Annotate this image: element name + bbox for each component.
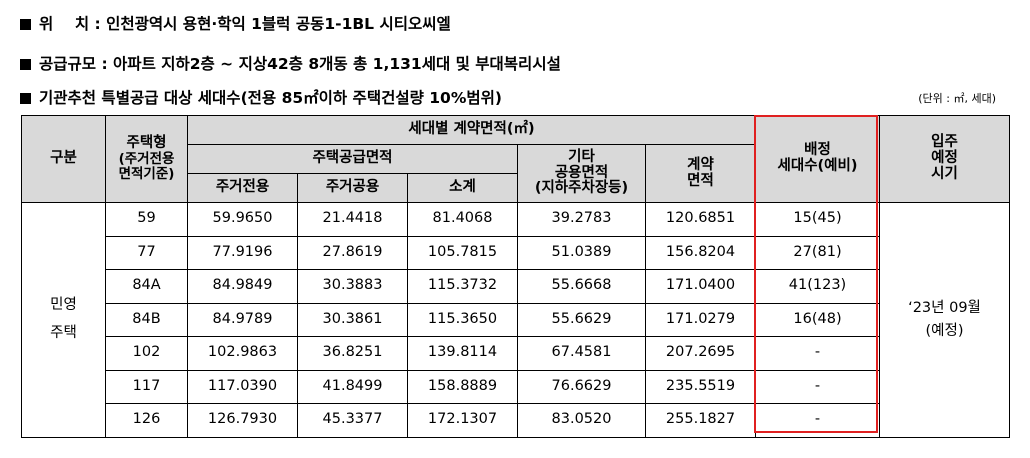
header-type-label: 주택형 [126, 135, 167, 152]
allocated-cell: 15(45) [755, 202, 880, 237]
common-cell: 21.4418 [297, 202, 408, 237]
common-cell: 30.3861 [297, 302, 408, 337]
allocated-cell: 16(48) [755, 302, 880, 337]
exclusive-cell: 117.0390 [187, 369, 298, 404]
header-category: 구분 [21, 115, 106, 203]
exclusive-cell: 126.7930 [187, 403, 298, 438]
contract-cell: 120.6851 [645, 202, 756, 237]
subtotal-cell: 158.8889 [407, 369, 518, 404]
contract-cell: 207.2695 [645, 336, 756, 371]
table-row: 84B 84.9789 30.3861 115.3650 55.6629 171… [22, 302, 1010, 337]
other-cell: 39.2783 [517, 202, 646, 237]
move-in-cell: ‘23년 09월 (예정) [879, 202, 1010, 438]
allocated-cell: 41(123) [755, 269, 880, 304]
table-row: 77 77.9196 27.8619 105.7815 51.0389 156.… [22, 235, 1010, 270]
subtotal-cell: 115.3732 [407, 269, 518, 304]
header-subtotal: 소계 [407, 173, 518, 203]
allocated-cell: 27(81) [755, 235, 880, 270]
supply-table: 구분 주택형 (주거전용 면적기준) 세대별 계약면적(㎡) 배정 세대수(예비)… [21, 115, 1010, 438]
unit-note: (단위 : ㎡, 세대) [918, 92, 996, 105]
contract-cell: 156.8204 [645, 235, 756, 270]
location-value: 인천광역시 용현·학익 1블럭 공동1-1BL 시티오씨엘 [106, 15, 451, 33]
subtotal-cell: 172.1307 [407, 403, 518, 438]
contract-cell: 255.1827 [645, 403, 756, 438]
type-cell: 126 [105, 403, 188, 438]
exclusive-cell: 59.9650 [187, 202, 298, 237]
subtotal-cell: 139.8114 [407, 336, 518, 371]
common-cell: 45.3377 [297, 403, 408, 438]
scale-value: 아파트 지하2층 ~ 지상42층 8개동 총 1,131세대 및 부대복리시설 [113, 55, 561, 73]
category-cell: 민영 주택 [21, 202, 106, 438]
other-cell: 67.4581 [517, 336, 646, 371]
other-cell: 76.6629 [517, 369, 646, 404]
header-contract-area: 세대별 계약면적(㎡) [187, 115, 756, 145]
scale-line: 공급규모 : 아파트 지하2층 ~ 지상42층 8개동 총 1,131세대 및 … [20, 52, 561, 74]
header-supply-area: 주택공급면적 [187, 144, 518, 174]
exclusive-cell: 77.9196 [187, 235, 298, 270]
square-bullet-icon [20, 59, 31, 70]
common-cell: 30.3883 [297, 269, 408, 304]
type-cell: 117 [105, 369, 188, 404]
location-label: 위 치 [39, 15, 90, 33]
header-exclusive: 주거전용 [187, 173, 298, 203]
table-row: 126 126.7930 45.3377 172.1307 83.0520 25… [22, 403, 1010, 438]
header-common: 주거공용 [297, 173, 408, 203]
scale-label: 공급규모 [39, 55, 97, 73]
contract-cell: 235.5519 [645, 369, 756, 404]
square-bullet-icon [20, 93, 31, 104]
common-cell: 27.8619 [297, 235, 408, 270]
table-row: 84A 84.9849 30.3883 115.3732 55.6668 171… [22, 269, 1010, 304]
other-cell: 55.6668 [517, 269, 646, 304]
subtotal-cell: 115.3650 [407, 302, 518, 337]
contract-cell: 171.0279 [645, 302, 756, 337]
table-row: 117 117.0390 41.8499 158.8889 76.6629 23… [22, 369, 1010, 404]
common-cell: 41.8499 [297, 369, 408, 404]
other-cell: 51.0389 [517, 235, 646, 270]
table-row: 102 102.9863 36.8251 139.8114 67.4581 20… [22, 336, 1010, 371]
other-cell: 55.6629 [517, 302, 646, 337]
exclusive-cell: 102.9863 [187, 336, 298, 371]
allocated-cell: - [755, 403, 880, 438]
location-line: 위 치 : 인천광역시 용현·학익 1블럭 공동1-1BL 시티오씨엘 [20, 12, 451, 34]
header-allocated: 배정 세대수(예비) [755, 115, 880, 203]
type-cell: 84A [105, 269, 188, 304]
allocated-cell: - [755, 336, 880, 371]
common-cell: 36.8251 [297, 336, 408, 371]
type-cell: 84B [105, 302, 188, 337]
type-cell: 77 [105, 235, 188, 270]
subtotal-cell: 81.4068 [407, 202, 518, 237]
type-cell: 102 [105, 336, 188, 371]
exclusive-cell: 84.9789 [187, 302, 298, 337]
other-cell: 83.0520 [517, 403, 646, 438]
header-type: 주택형 (주거전용 면적기준) [105, 115, 188, 203]
subtotal-cell: 105.7815 [407, 235, 518, 270]
type-cell: 59 [105, 202, 188, 237]
exclusive-cell: 84.9849 [187, 269, 298, 304]
header-contract-total: 계약 면적 [645, 144, 756, 203]
allocated-cell: - [755, 369, 880, 404]
header-other-area: 기타 공용면적 (지하주차장등) [517, 144, 646, 203]
square-bullet-icon [20, 19, 31, 30]
header-type-sub: (주거전용 면적기준) [118, 151, 175, 182]
special-title-line: 기관추천 특별공급 대상 세대수(전용 85㎡이하 주택건설량 10%범위) [20, 86, 502, 108]
special-title: 기관추천 특별공급 대상 세대수(전용 85㎡이하 주택건설량 10%범위) [39, 89, 502, 107]
header-move-in: 입주 예정 시기 [879, 115, 1010, 203]
table-row: 민영 주택 59 59.9650 21.4418 81.4068 39.2783… [21, 202, 1010, 438]
contract-cell: 171.0400 [645, 269, 756, 304]
